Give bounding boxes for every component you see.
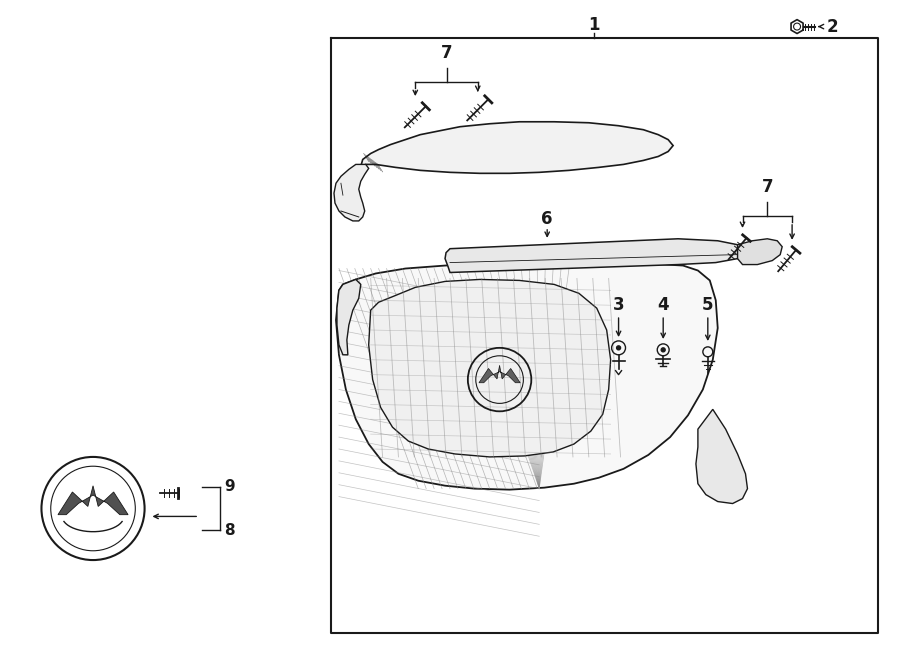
Text: 5: 5 <box>702 296 714 314</box>
Text: 1: 1 <box>588 16 599 34</box>
Polygon shape <box>738 239 782 264</box>
Text: 9: 9 <box>224 479 235 494</box>
Polygon shape <box>337 280 361 355</box>
Polygon shape <box>336 262 717 490</box>
Text: 7: 7 <box>761 178 773 196</box>
Text: 7: 7 <box>441 44 453 62</box>
Polygon shape <box>445 239 742 272</box>
Text: 4: 4 <box>657 296 669 314</box>
Polygon shape <box>696 409 748 504</box>
Circle shape <box>662 348 665 352</box>
Polygon shape <box>479 366 520 383</box>
Circle shape <box>616 346 621 350</box>
Polygon shape <box>58 486 128 515</box>
Text: 2: 2 <box>827 18 839 36</box>
Text: 8: 8 <box>224 523 235 538</box>
Text: 3: 3 <box>613 296 625 314</box>
Polygon shape <box>369 280 610 457</box>
Text: 6: 6 <box>542 210 553 228</box>
Polygon shape <box>361 122 673 173</box>
Polygon shape <box>334 165 369 221</box>
